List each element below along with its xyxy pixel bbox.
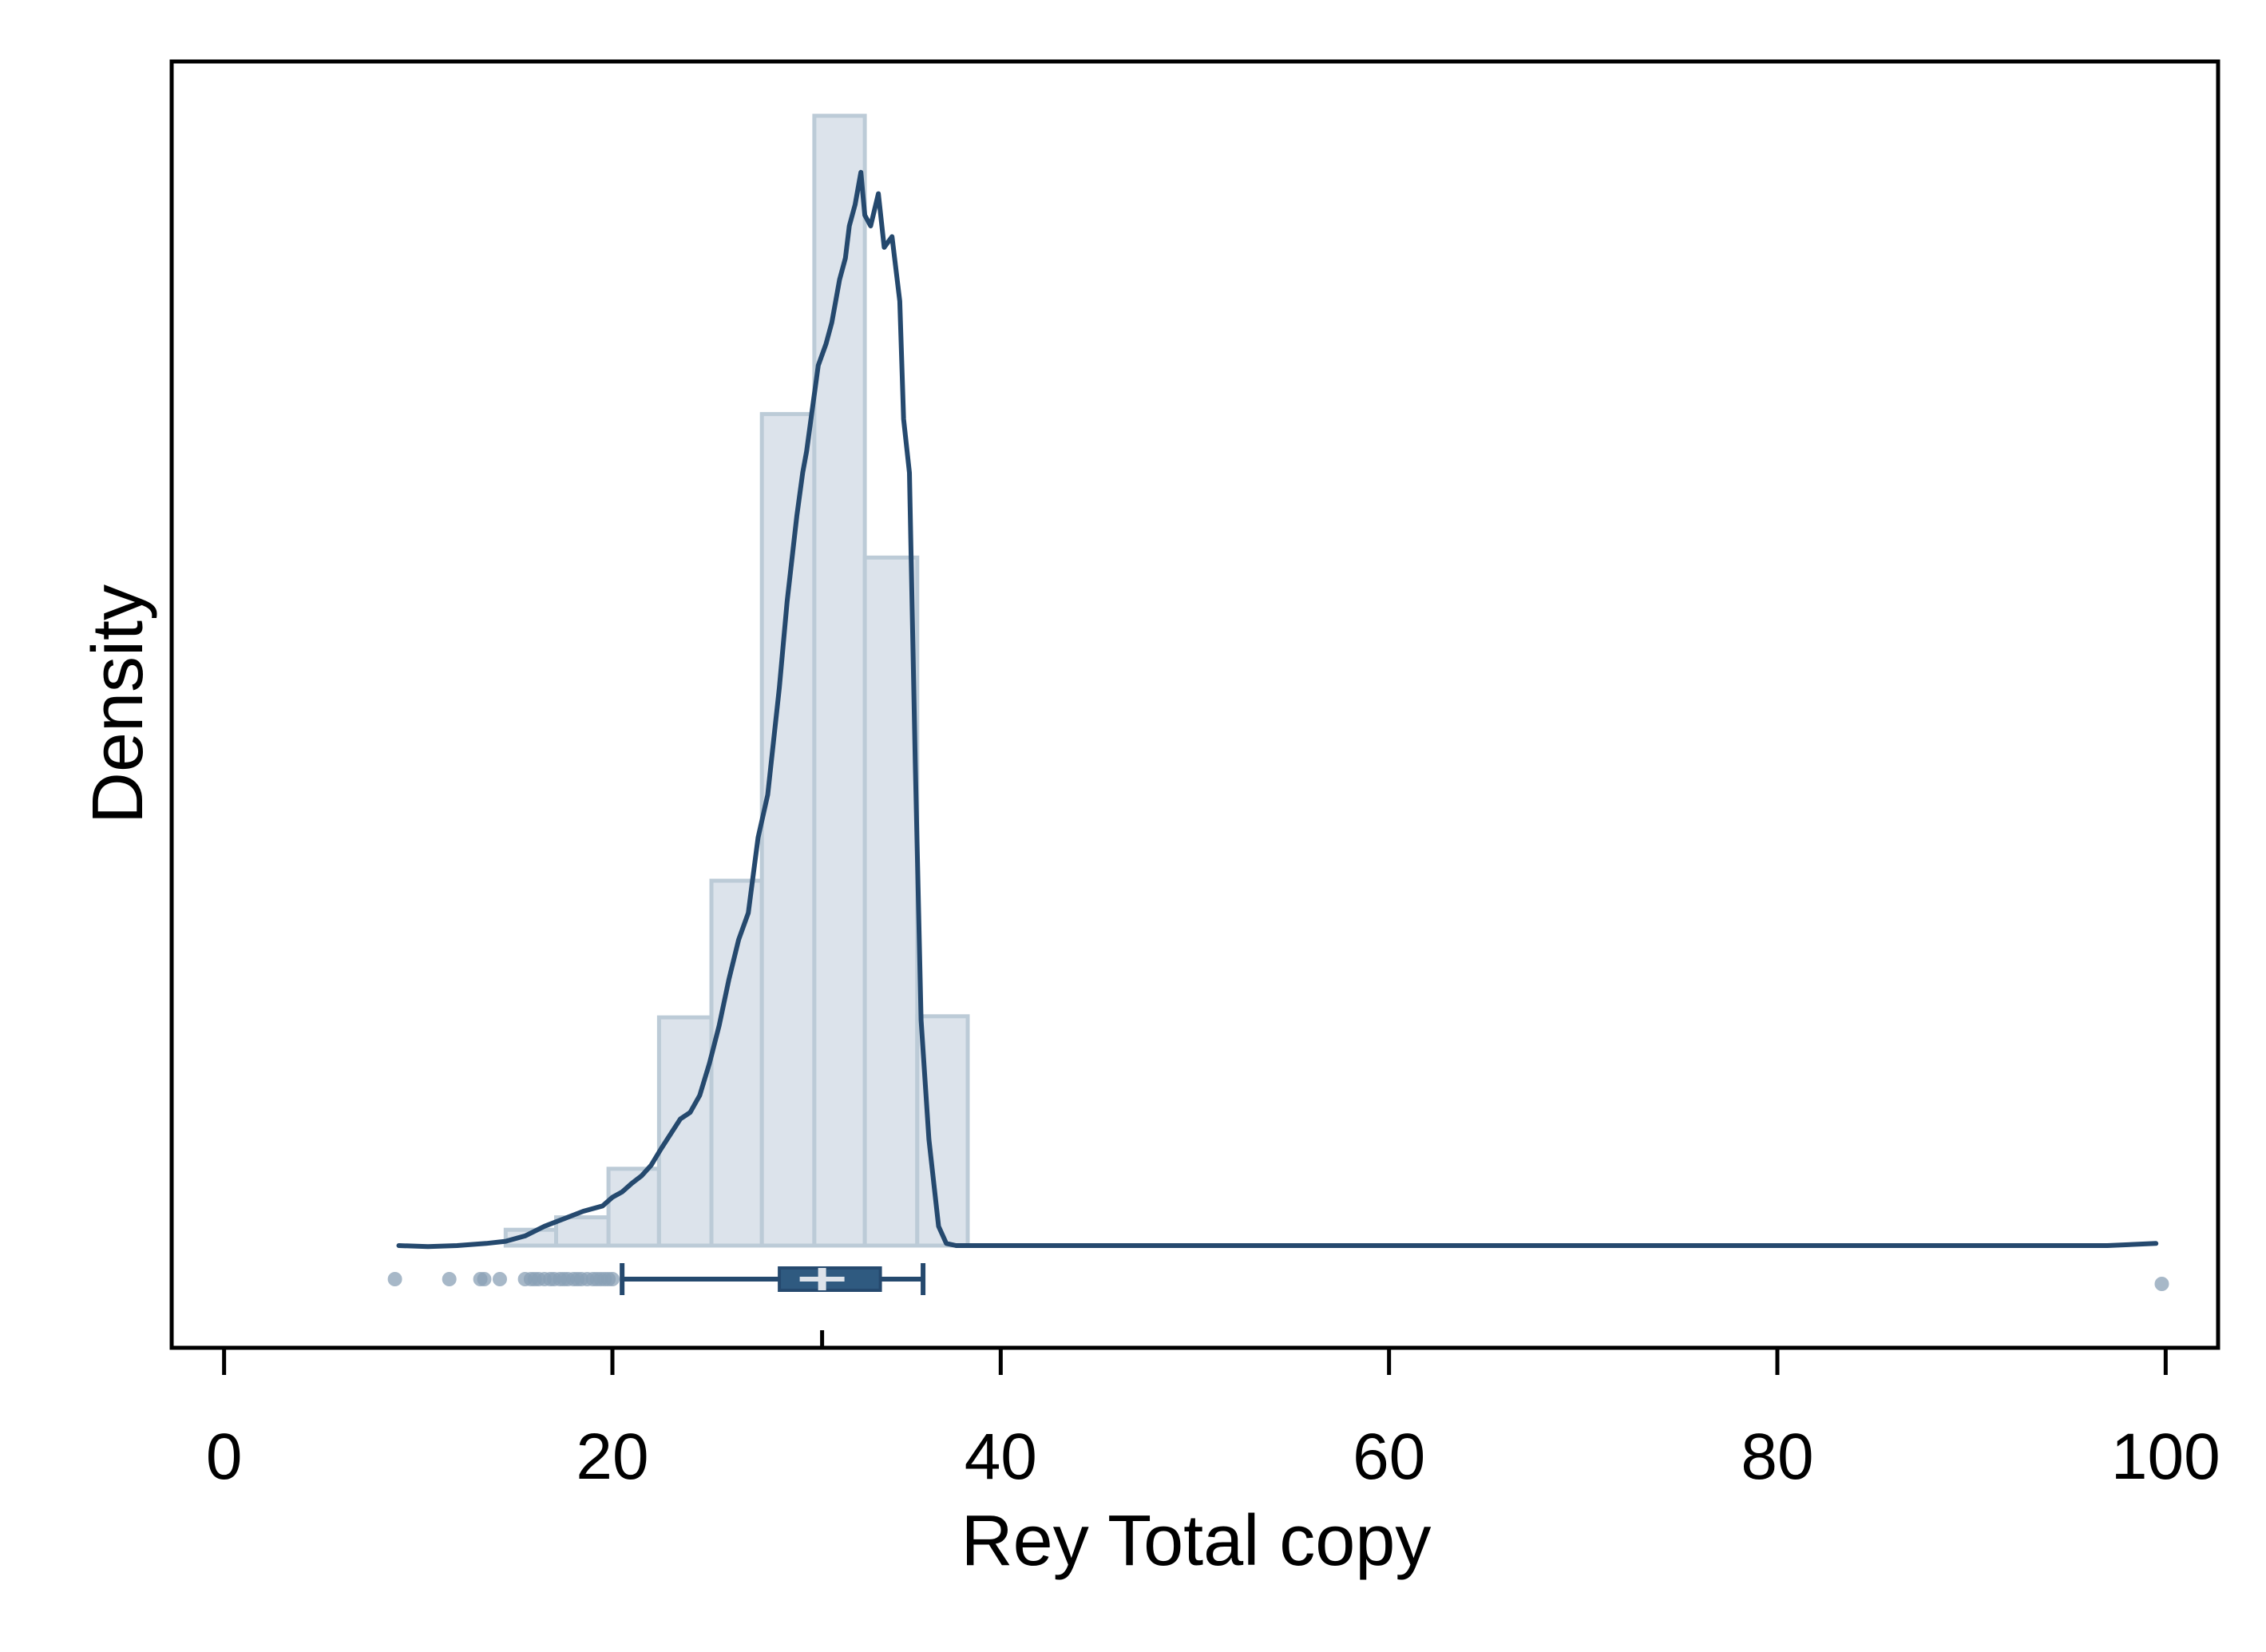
- boxplot-outlier-point: [493, 1272, 507, 1286]
- boxplot-outlier-point: [2154, 1277, 2169, 1291]
- x-tick-label: 0: [206, 1420, 243, 1493]
- histogram-bar: [759, 412, 817, 1248]
- histogram-bar: [554, 1215, 611, 1248]
- histogram-bar: [812, 113, 867, 1248]
- plot-frame: [169, 59, 2220, 1350]
- boxplot-outlier-point: [442, 1272, 457, 1286]
- x-axis-title: Rey Total copy: [961, 1501, 1432, 1581]
- boxplot-outlier-point: [387, 1272, 402, 1286]
- histogram-bar: [656, 1015, 714, 1248]
- boxplot-outlier-point: [605, 1272, 620, 1286]
- x-tick-label: 80: [1741, 1420, 1813, 1493]
- histogram-bar: [709, 878, 764, 1248]
- x-tick-label: 100: [2111, 1420, 2220, 1493]
- histogram-bars: [503, 113, 970, 1248]
- plot-content: [387, 113, 2169, 1348]
- x-tick-label: 20: [576, 1420, 648, 1493]
- histogram-bar: [862, 555, 920, 1248]
- x-tick-label: 60: [1353, 1420, 1425, 1493]
- boxplot-outlier-point: [477, 1272, 492, 1286]
- x-tick-label: 40: [965, 1420, 1037, 1493]
- y-axis-title: Density: [78, 584, 158, 824]
- boxplot: [387, 1263, 2169, 1348]
- density-curve: [396, 169, 2159, 1250]
- x-axis: 0 20 40 60 80 100: [206, 1348, 2220, 1493]
